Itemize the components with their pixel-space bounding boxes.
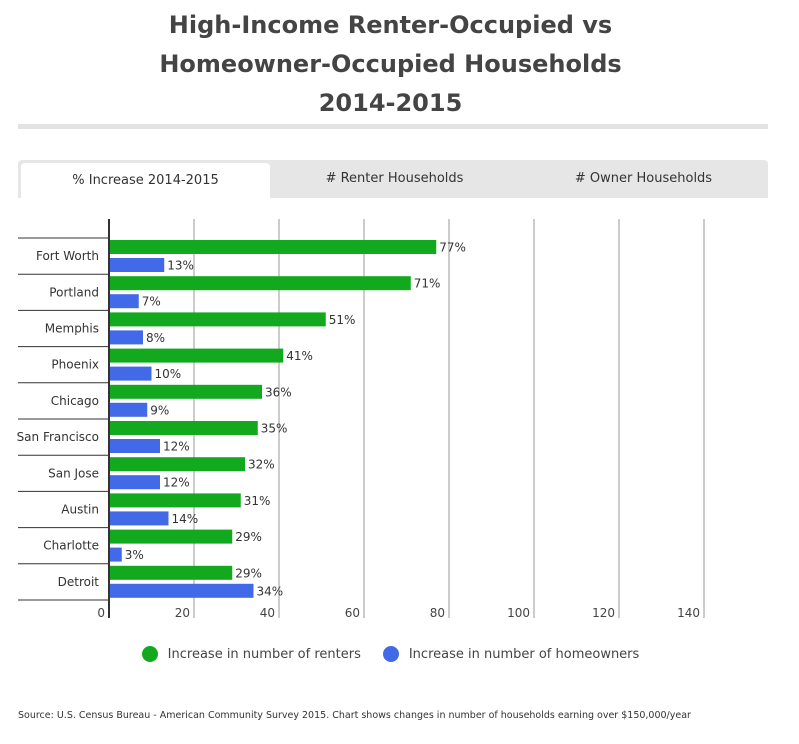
bar-renters [109, 240, 437, 254]
data-label: 29% [235, 530, 262, 544]
title-line-2: Homeowner-Occupied Households [159, 50, 622, 78]
category-label: San Jose [48, 466, 99, 480]
x-tick-label: 120 [592, 606, 615, 620]
title-line-1: High-Income Renter-Occupied vs [168, 11, 613, 39]
x-tick-label: 20 [175, 606, 190, 620]
bar-homeowners [109, 583, 254, 598]
bar-homeowners [109, 258, 165, 272]
bar-renters [109, 276, 411, 291]
data-label: 29% [235, 566, 262, 580]
category-label: Austin [61, 503, 99, 517]
data-label: 35% [261, 422, 288, 436]
bar-renters [109, 312, 326, 327]
bar-homeowners [109, 475, 160, 490]
bar-renters [109, 421, 258, 435]
data-label: 77% [439, 241, 466, 255]
bar-homeowners [109, 439, 160, 453]
category-label: Chicago [51, 394, 99, 408]
bar-chart: 0 20 40 60 80 100 120 140 Fort Worth 77% 13% Portla… [17, 219, 705, 620]
data-label: 51% [329, 313, 356, 327]
bar-homeowners [109, 366, 152, 381]
legend-homeowners[interactable]: Increase in number of homeowners [382, 646, 640, 662]
bar-renters [109, 348, 284, 363]
legend-dot-homeowners [382, 646, 399, 662]
data-label: 41% [286, 349, 313, 363]
category-label: Memphis [45, 322, 99, 336]
chart-title: High-Income Renter-Occupied vs Homeowner… [0, 6, 781, 123]
bar-renters [109, 384, 262, 399]
bar-homeowners [109, 511, 169, 526]
bar-homeowners [109, 547, 122, 562]
legend-label-renters: Increase in number of renters [167, 646, 361, 662]
category-label: San Francisco [17, 430, 99, 444]
bar-homeowners [109, 294, 139, 309]
category-label: Detroit [58, 575, 100, 589]
bar-renters [109, 493, 241, 508]
legend: Increase in number of renters Increase i… [0, 646, 781, 662]
legend-dot-renters [141, 646, 158, 662]
bar-homeowners [109, 402, 148, 417]
legend-label-homeowners: Increase in number of homeowners [408, 646, 640, 662]
data-label: 12% [163, 440, 190, 454]
title-divider [18, 124, 768, 129]
data-label: 71% [414, 277, 441, 291]
x-tick-label: 80 [430, 606, 445, 620]
data-label: 31% [244, 494, 271, 508]
tab-renter-households[interactable]: # Renter Households [325, 171, 464, 186]
data-label: 34% [257, 584, 284, 598]
bar-renters [109, 529, 233, 544]
data-label: 36% [265, 385, 292, 399]
category-label: Fort Worth [36, 249, 99, 263]
data-label: 3% [125, 548, 144, 562]
data-label: 13% [167, 259, 194, 273]
data-label: 10% [155, 367, 182, 381]
source-note: Source: U.S. Census Bureau - American Co… [18, 710, 691, 721]
legend-renters[interactable]: Increase in number of renters [141, 646, 361, 662]
tab-bar: % Increase 2014-2015 # Renter Households… [18, 160, 768, 198]
bar-homeowners [109, 330, 143, 345]
category-label: Portland [49, 285, 99, 299]
data-label: 8% [146, 331, 165, 345]
x-tick-label: 60 [345, 606, 360, 620]
data-label: 12% [163, 476, 190, 490]
category-label: Phoenix [51, 358, 99, 372]
x-tick-label: 140 [677, 606, 700, 620]
x-tick-label: 0 [97, 606, 105, 620]
x-tick-label: 100 [507, 606, 530, 620]
data-label: 32% [248, 458, 275, 472]
data-label: 7% [142, 295, 161, 309]
data-label: 14% [172, 512, 199, 526]
tab-owner-households[interactable]: # Owner Households [574, 171, 713, 186]
x-tick-label: 40 [260, 606, 275, 620]
data-label: 9% [150, 403, 169, 417]
bar-renters [109, 565, 233, 580]
bar-renters [109, 457, 245, 472]
category-label: Charlotte [43, 539, 99, 553]
tab-percent-increase[interactable]: % Increase 2014-2015 [21, 163, 270, 198]
title-line-3: 2014-2015 [318, 89, 463, 117]
